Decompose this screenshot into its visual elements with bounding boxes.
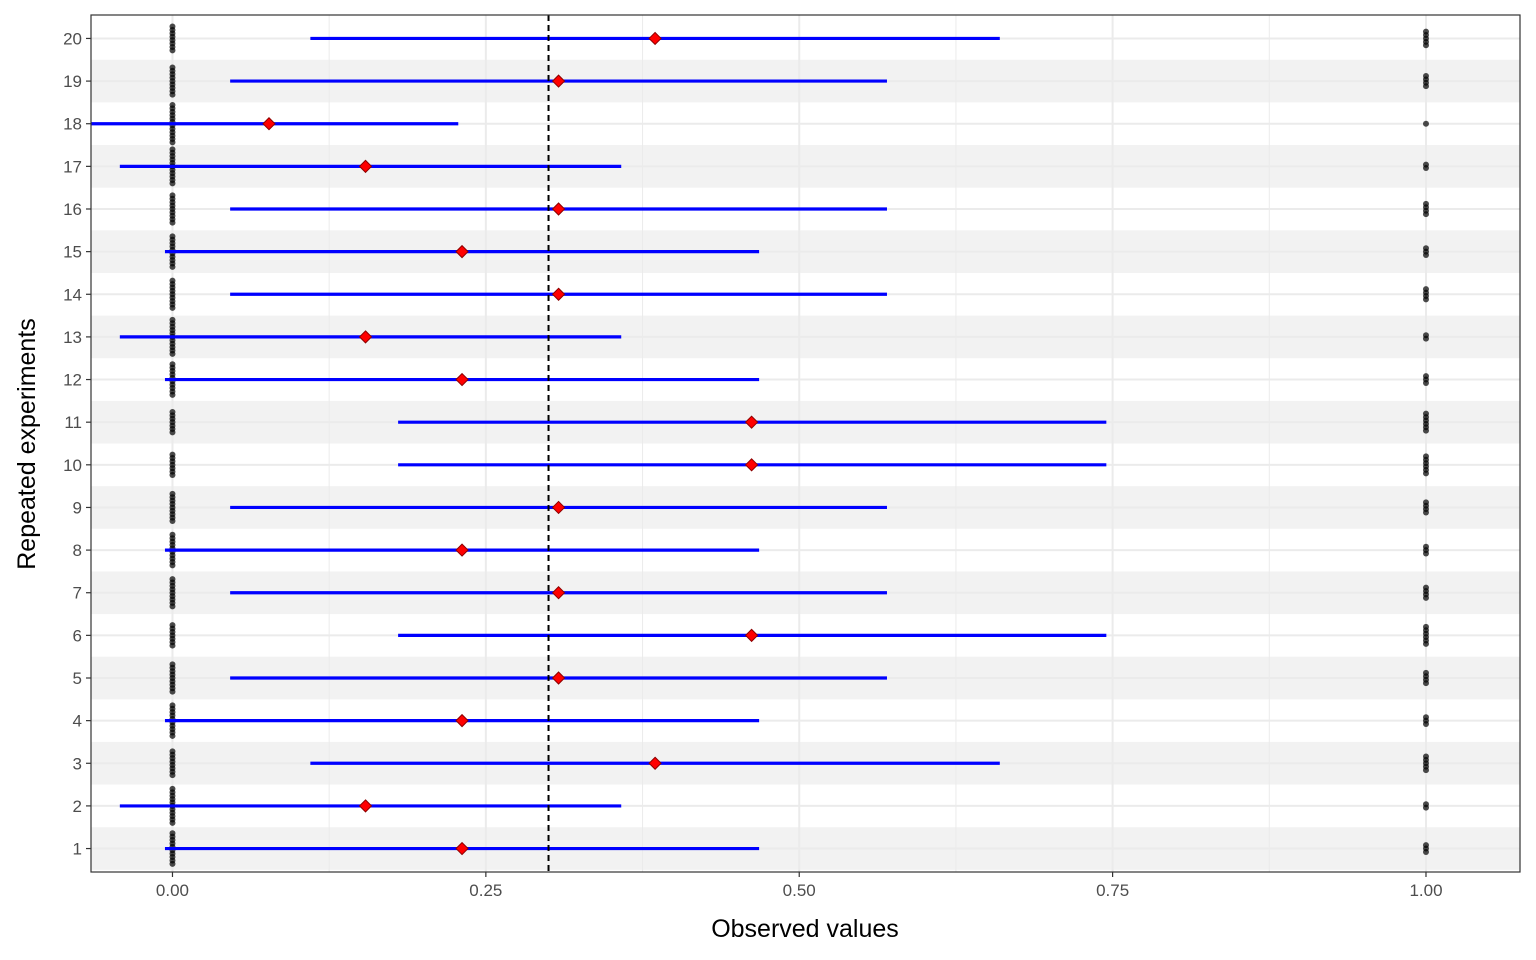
observation-point <box>169 860 176 867</box>
observation-point <box>1422 296 1429 303</box>
estimate-marker <box>358 799 373 813</box>
y-tick-label: 7 <box>73 584 82 603</box>
observation-point <box>1422 165 1429 172</box>
estimate-marker <box>648 756 662 770</box>
y-tick-label: 18 <box>63 115 82 134</box>
y-tick-label: 12 <box>63 371 82 390</box>
observation-point <box>169 219 176 226</box>
x-axis: 0.00 0.25 0.50 0.75 1.00 <box>156 872 1443 900</box>
observation-point <box>1422 42 1429 49</box>
estimate-marker <box>358 159 373 174</box>
y-tick-label: 16 <box>63 200 82 219</box>
observation-point <box>1422 427 1429 434</box>
observation-point <box>1422 550 1429 557</box>
observation-point <box>1422 252 1429 259</box>
observation-point <box>169 391 176 398</box>
estimate-marker <box>551 500 566 515</box>
estimate-marker <box>744 628 759 643</box>
plot-panel-border <box>90 14 1521 873</box>
x-tick-label: 0.00 <box>156 881 189 900</box>
estimate-marker <box>262 117 276 131</box>
y-tick-label: 5 <box>73 669 82 688</box>
observation-point <box>169 732 176 739</box>
y-tick-label: 1 <box>73 840 82 859</box>
y-tick-label: 19 <box>63 72 82 91</box>
y-tick-label: 20 <box>63 29 82 48</box>
estimate-marker <box>744 415 759 429</box>
observation-point <box>169 562 176 569</box>
estimate-marker <box>455 841 469 856</box>
observation-point <box>169 772 176 779</box>
observation-point <box>1422 804 1429 811</box>
observation-point <box>1422 721 1429 728</box>
estimate-marker <box>455 372 469 387</box>
observation-point <box>169 180 176 187</box>
estimate-marker <box>551 586 566 600</box>
estimate-marker <box>455 244 469 259</box>
y-tick-label: 15 <box>63 243 82 262</box>
y-tick-label: 10 <box>63 456 82 475</box>
y-axis-title: Repeated experiments <box>13 318 41 570</box>
estimate-marker <box>551 671 566 685</box>
observation-points <box>169 23 1429 867</box>
y-tick-label: 6 <box>73 626 82 645</box>
observation-point <box>1422 767 1429 774</box>
observation-point <box>169 688 176 695</box>
estimate-marker <box>455 713 469 728</box>
x-tick-label: 1.00 <box>1409 881 1442 900</box>
estimate-marker <box>551 287 566 301</box>
observation-point <box>169 304 176 311</box>
observation-point <box>1422 120 1429 127</box>
observation-point <box>169 350 176 357</box>
y-tick-label: 4 <box>73 712 82 731</box>
observation-point <box>1422 509 1429 516</box>
observation-point <box>1422 335 1429 342</box>
y-tick-label: 14 <box>63 285 82 304</box>
observation-point <box>169 518 176 525</box>
y-tick-label: 9 <box>73 498 82 517</box>
observation-point <box>1422 640 1429 647</box>
x-axis-title: Observed values <box>711 915 899 943</box>
observation-point <box>1422 594 1429 601</box>
observation-point <box>169 91 176 98</box>
observation-point <box>169 263 176 270</box>
estimate-marker <box>744 458 759 472</box>
observation-point <box>1422 680 1429 687</box>
x-tick-label: 0.50 <box>783 881 816 900</box>
observation-point <box>169 819 176 826</box>
estimate-marker <box>455 543 469 557</box>
observation-point <box>169 139 176 146</box>
y-tick-label: 17 <box>63 157 82 176</box>
estimate-markers <box>262 31 759 856</box>
y-tick-label: 13 <box>63 328 82 347</box>
observation-point <box>169 429 176 436</box>
observation-point <box>1422 211 1429 218</box>
observation-point <box>1422 379 1429 386</box>
observation-point <box>169 642 176 649</box>
observation-point <box>1422 848 1429 855</box>
y-tick-label: 11 <box>64 413 82 432</box>
x-tick-label: 0.25 <box>469 881 502 900</box>
estimate-marker <box>648 31 662 46</box>
observation-point <box>169 603 176 610</box>
y-tick-label: 8 <box>73 541 82 560</box>
estimate-marker <box>551 74 566 88</box>
observation-point <box>1422 470 1429 477</box>
observation-point <box>169 472 176 479</box>
estimate-marker <box>551 202 566 216</box>
y-tick-label: 3 <box>73 754 82 773</box>
observation-point <box>169 47 176 54</box>
y-tick-label: 2 <box>73 797 82 816</box>
x-tick-label: 0.75 <box>1096 881 1129 900</box>
estimate-marker <box>358 330 373 344</box>
observation-point <box>1422 83 1429 90</box>
